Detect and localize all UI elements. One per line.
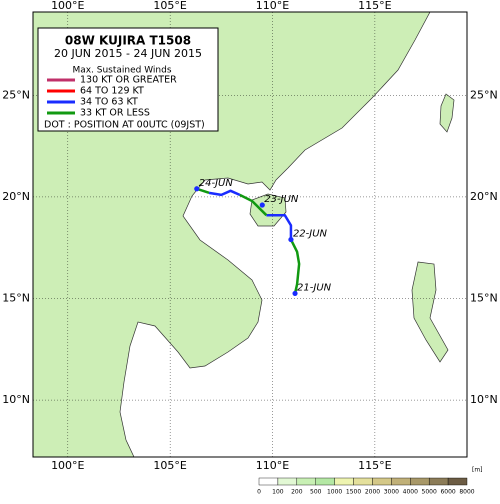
colorbar-label: 4000 [403,489,418,496]
position-label: 24-JUN [199,178,234,189]
colorbar-label: 1000 [327,489,342,496]
position-dot [288,236,294,243]
note: DOT : POSITION AT 00UTC (09JST) [44,120,205,131]
colorbar-label: 0 [257,489,261,496]
track-segment [208,189,241,197]
colorbar-label: 6000 [440,489,455,496]
y-tick-label: 25°N [470,88,498,101]
position-label: 22-JUN [293,229,328,240]
legend-label: 34 TO 63 KT [80,97,138,108]
track-segment [239,193,268,217]
position-dot [292,290,298,297]
colorbar-cell [372,477,392,486]
map-frame [32,11,468,458]
title: 08W KUJIRA T1508 [65,34,191,48]
y-tick-label: 15°N [470,292,498,305]
track-segment [266,213,293,240]
legend-label: 130 KT OR GREATER [80,75,177,86]
colorbar-label: 500 [310,489,322,496]
y-tick-label: 20°N [470,190,498,203]
colorbar-label: 1500 [346,489,361,496]
position-dot [194,186,200,192]
colorbar-label: 2000 [365,489,380,496]
colorbar-cell [447,477,468,486]
colorbar-cell [334,477,354,486]
legend-label: 33 KT OR LESS [80,108,150,119]
hainan [249,193,287,227]
y-tick-label: 15°N [2,292,30,305]
colorbar-cell [428,477,449,486]
colorbar-cell [391,477,411,486]
colorbar-label: 8000 [459,489,474,496]
subtitle: 20 JUN 2015 - 24 JUN 2015 [54,47,202,60]
colorbar-label: 5000 [422,489,437,496]
y-tick-label: 25°N [2,88,30,101]
colorbar-label: 100 [272,489,284,496]
colorbar-unit: [m] [472,467,483,474]
colorbar-cell [410,477,430,486]
luzon [411,261,449,363]
colorbar-label: 200 [291,489,303,496]
colorbar-cell [296,477,316,486]
y-tick-label: 20°N [2,190,30,203]
x-tick-label: 115°E [358,459,391,472]
y-tick-label: 10°N [470,393,498,406]
legend-label: 64 TO 129 KT [80,86,144,97]
x-tick-label: 110°E [256,459,289,472]
x-tick-label: 100°E [51,0,84,12]
x-tick-label: 115°E [358,0,391,12]
x-tick-label: 100°E [51,459,84,472]
colorbar-label: 3000 [384,489,399,496]
x-tick-label: 105°E [153,0,186,12]
taiwan [439,93,455,133]
colorbar-cell [258,477,279,486]
x-tick-label: 105°E [153,459,186,472]
position-label: 21-JUN [297,282,332,293]
x-tick-label: 110°E [256,0,289,12]
position-dot [259,202,265,208]
position-label: 23-JUN [264,194,299,205]
legend-title: Max. Sustained Winds [72,66,171,76]
y-tick-label: 10°N [2,393,30,406]
colorbar-cell [315,477,335,486]
track-segment [289,239,301,294]
colorbar-cell [353,477,373,486]
colorbar-cell [277,477,298,486]
